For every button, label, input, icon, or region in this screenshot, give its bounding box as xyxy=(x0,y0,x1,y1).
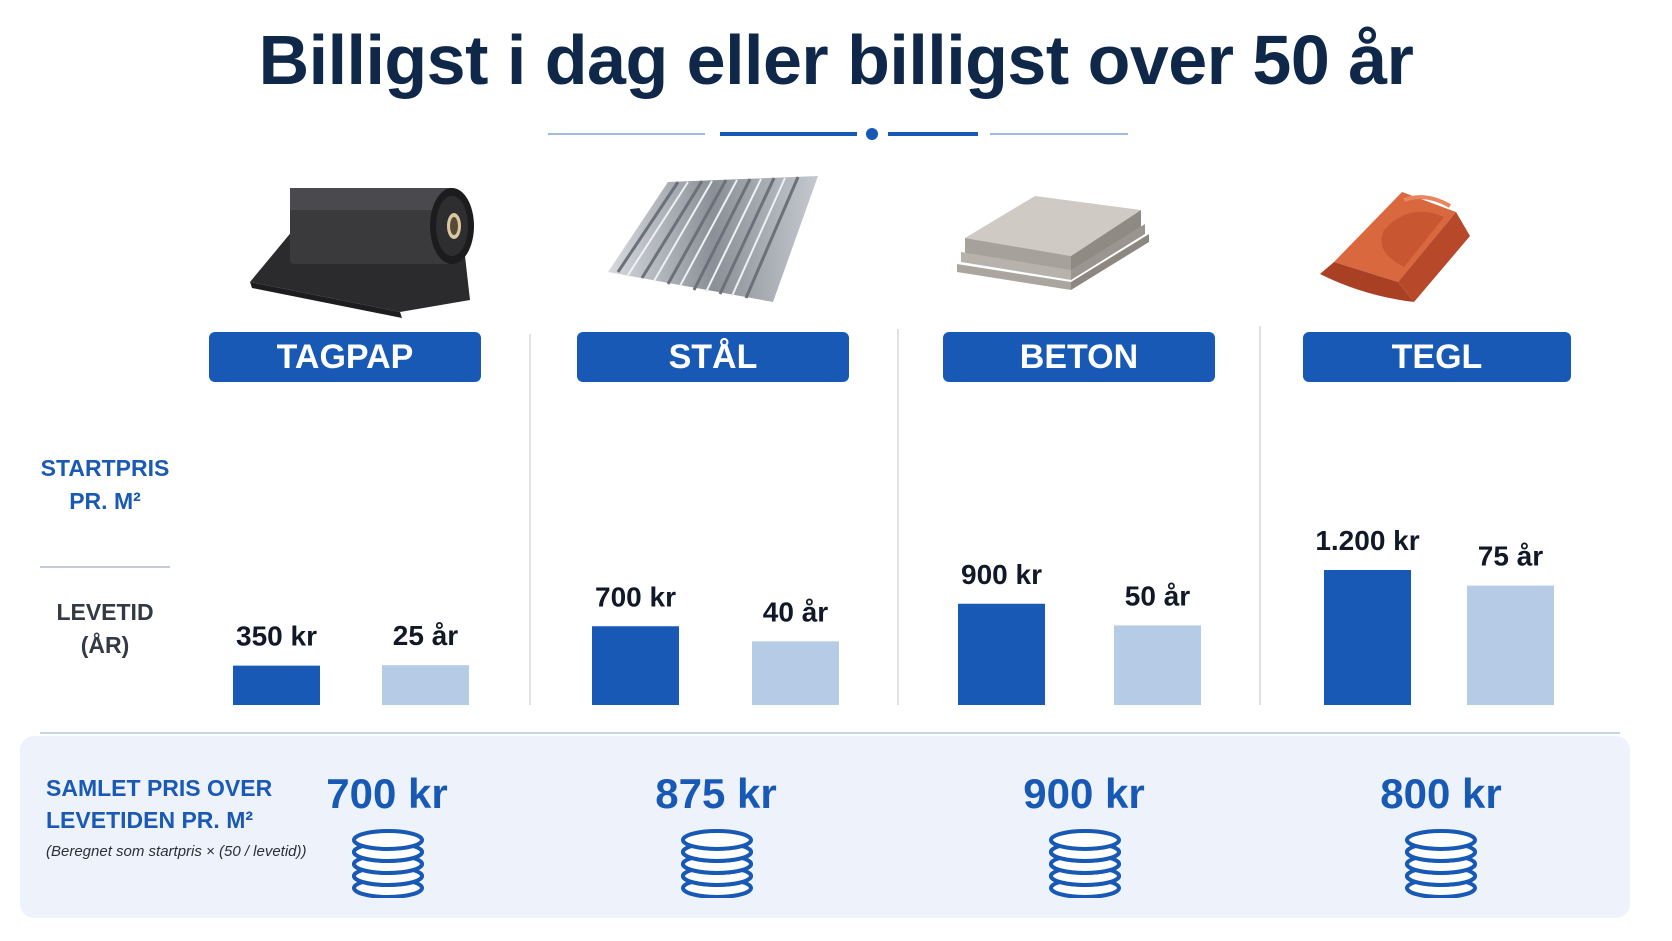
title-divider xyxy=(548,128,1128,140)
price-bar-stål xyxy=(592,626,679,705)
coin-stack-icon xyxy=(1049,829,1121,898)
lifespan-bar-stål xyxy=(752,641,839,705)
roofing-felt-roll-icon xyxy=(250,188,474,318)
price-bar-label-tagpap: 350 kr xyxy=(236,621,317,652)
start-price-label-line2: PR. M² xyxy=(69,488,141,514)
total-cost-panel xyxy=(20,736,1630,918)
corrugated-steel-sheet-icon xyxy=(608,176,818,302)
lifespan-label: LEVETID (ÅR) xyxy=(30,596,180,662)
lifespan-bar-beton xyxy=(1114,625,1201,705)
lifespan-bar-label-tegl: 75 år xyxy=(1478,541,1543,572)
concrete-tile-icon xyxy=(957,196,1149,290)
price-bar-label-beton: 900 kr xyxy=(961,559,1042,590)
material-label-stal: STÅL xyxy=(577,332,849,382)
price-bar-label-tegl: 1.200 kr xyxy=(1315,525,1419,556)
lifespan-bar-label-tagpap: 25 år xyxy=(393,620,458,651)
page-title: Billigst i dag eller billigst over 50 år xyxy=(258,21,1414,99)
coin-stack-icon xyxy=(681,829,753,898)
total-value-tegl: 800 kr xyxy=(1380,770,1502,817)
side-label-divider xyxy=(40,566,170,568)
material-label-beton: BETON xyxy=(943,332,1215,382)
total-cost-note: (Beregnet som startpris × (50 / levetid)… xyxy=(46,843,307,860)
lifespan-bar-label-stål: 40 år xyxy=(763,596,828,627)
lifespan-bar-tegl xyxy=(1467,585,1554,705)
total-value-tagpap: 700 kr xyxy=(326,770,448,817)
material-label-tagpap: TAGPAP xyxy=(209,332,481,382)
lifespan-bar-label-beton: 50 år xyxy=(1125,580,1190,611)
price-bar-beton xyxy=(958,603,1045,705)
total-cost-label-line2: LEVETIDEN PR. M² xyxy=(46,807,254,833)
coin-stack-icon xyxy=(1405,829,1477,898)
lifespan-bar-tagpap xyxy=(382,665,469,705)
price-bar-tegl xyxy=(1324,570,1411,705)
total-value-beton: 900 kr xyxy=(1023,770,1145,817)
clay-roof-tile-icon xyxy=(1320,192,1470,302)
total-value-stal: 875 kr xyxy=(655,770,777,817)
bottom-panel-divider xyxy=(40,732,1620,734)
total-cost-label: SAMLET PRIS OVER LEVETIDEN PR. M² xyxy=(46,772,346,836)
lifespan-label-line2: (ÅR) xyxy=(80,632,130,658)
total-cost-label-line1: SAMLET PRIS OVER xyxy=(46,775,273,801)
start-price-label-line1: STARTPRIS xyxy=(40,455,170,481)
price-bar-label-stål: 700 kr xyxy=(595,581,676,612)
start-price-label: STARTPRIS PR. M² xyxy=(30,452,180,518)
lifespan-label-line1: LEVETID xyxy=(56,599,154,625)
price-bar-tagpap xyxy=(233,665,320,705)
coin-stack-icon xyxy=(352,829,424,898)
material-label-tegl: TEGL xyxy=(1303,332,1571,382)
